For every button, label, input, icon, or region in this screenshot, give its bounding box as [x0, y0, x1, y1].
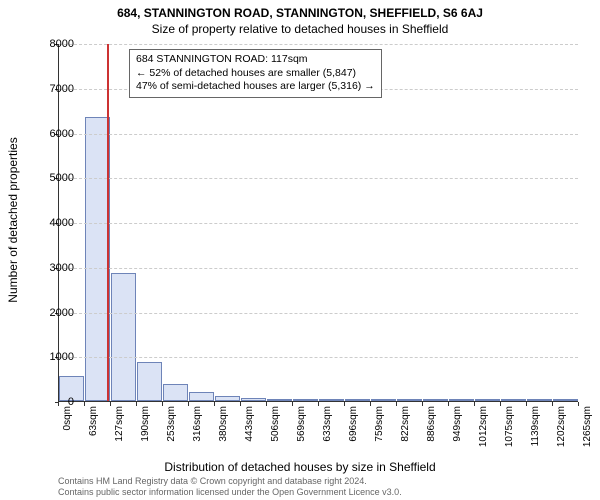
credit-line1: Contains HM Land Registry data © Crown c…	[58, 476, 402, 487]
histogram-bar	[345, 399, 370, 401]
xtick-label: 696sqm	[348, 406, 359, 456]
ytick-label: 3000	[34, 262, 74, 274]
histogram-bar	[241, 398, 266, 401]
histogram-bar	[475, 399, 500, 401]
xtick-label: 1202sqm	[556, 406, 567, 456]
ytick-label: 8000	[34, 38, 74, 50]
histogram-bar	[501, 399, 526, 401]
xtick-label: 127sqm	[114, 406, 125, 456]
histogram-bar	[267, 399, 292, 401]
ytick-label: 7000	[34, 83, 74, 95]
xtick-label: 63sqm	[88, 406, 99, 456]
xtick-mark	[58, 402, 59, 406]
xtick-label: 949sqm	[452, 406, 463, 456]
xtick-mark	[110, 402, 111, 406]
xtick-mark	[370, 402, 371, 406]
annotation-line1: 684 STANNINGTON ROAD: 117sqm	[136, 53, 375, 67]
xtick-label: 1012sqm	[478, 406, 489, 456]
xtick-mark	[240, 402, 241, 406]
grid-line	[59, 134, 578, 135]
xtick-mark	[136, 402, 137, 406]
xtick-label: 443sqm	[244, 406, 255, 456]
xtick-label: 633sqm	[322, 406, 333, 456]
histogram-bar	[163, 384, 188, 401]
xtick-label: 1265sqm	[582, 406, 593, 456]
grid-line	[59, 357, 578, 358]
annotation-line3: 47% of semi-detached houses are larger (…	[136, 80, 375, 94]
xtick-mark	[188, 402, 189, 406]
xtick-label: 569sqm	[296, 406, 307, 456]
xtick-mark	[266, 402, 267, 406]
histogram-bar	[553, 399, 578, 401]
annotation-line2: ← 52% of detached houses are smaller (5,…	[136, 67, 375, 81]
chart-plot-area: 684 STANNINGTON ROAD: 117sqm ← 52% of de…	[58, 44, 578, 402]
xtick-label: 1139sqm	[530, 406, 541, 456]
credit-text: Contains HM Land Registry data © Crown c…	[58, 476, 402, 498]
xtick-mark	[318, 402, 319, 406]
xtick-mark	[500, 402, 501, 406]
histogram-bar	[215, 396, 240, 401]
grid-line	[59, 223, 578, 224]
grid-line	[59, 268, 578, 269]
ytick-label: 1000	[34, 351, 74, 363]
xtick-label: 886sqm	[426, 406, 437, 456]
xtick-label: 380sqm	[218, 406, 229, 456]
annotation-box: 684 STANNINGTON ROAD: 117sqm ← 52% of de…	[129, 49, 382, 98]
ytick-label: 6000	[34, 128, 74, 140]
xtick-mark	[422, 402, 423, 406]
credit-line2: Contains public sector information licen…	[58, 487, 402, 498]
xtick-mark	[214, 402, 215, 406]
histogram-bar	[423, 399, 448, 401]
page-subtitle: Size of property relative to detached ho…	[0, 20, 600, 40]
xtick-label: 316sqm	[192, 406, 203, 456]
grid-line	[59, 313, 578, 314]
xtick-label: 1075sqm	[504, 406, 515, 456]
histogram-bar	[293, 399, 318, 401]
xtick-mark	[474, 402, 475, 406]
histogram-bar	[449, 399, 474, 401]
grid-line	[59, 44, 578, 45]
xtick-label: 506sqm	[270, 406, 281, 456]
xtick-label: 759sqm	[374, 406, 385, 456]
xtick-mark	[162, 402, 163, 406]
y-axis-label: Number of detached properties	[6, 137, 20, 302]
xtick-label: 253sqm	[166, 406, 177, 456]
xtick-label: 822sqm	[400, 406, 411, 456]
xtick-mark	[344, 402, 345, 406]
xtick-label: 0sqm	[62, 406, 73, 456]
xtick-mark	[396, 402, 397, 406]
xtick-mark	[292, 402, 293, 406]
histogram-bar	[137, 362, 162, 401]
histogram-bar	[527, 399, 552, 401]
ytick-label: 4000	[34, 217, 74, 229]
page-title: 684, STANNINGTON ROAD, STANNINGTON, SHEF…	[0, 0, 600, 20]
x-axis-label: Distribution of detached houses by size …	[0, 460, 600, 474]
marker-line	[107, 44, 109, 401]
xtick-mark	[578, 402, 579, 406]
xtick-mark	[448, 402, 449, 406]
histogram-bar	[319, 399, 344, 401]
xtick-mark	[552, 402, 553, 406]
histogram-bar	[189, 392, 214, 401]
ytick-label: 5000	[34, 172, 74, 184]
histogram-bar	[397, 399, 422, 401]
histogram-bar	[111, 273, 136, 401]
histogram-bar	[371, 399, 396, 401]
ytick-label: 2000	[34, 307, 74, 319]
grid-line	[59, 178, 578, 179]
xtick-label: 190sqm	[140, 406, 151, 456]
xtick-mark	[84, 402, 85, 406]
xtick-mark	[526, 402, 527, 406]
